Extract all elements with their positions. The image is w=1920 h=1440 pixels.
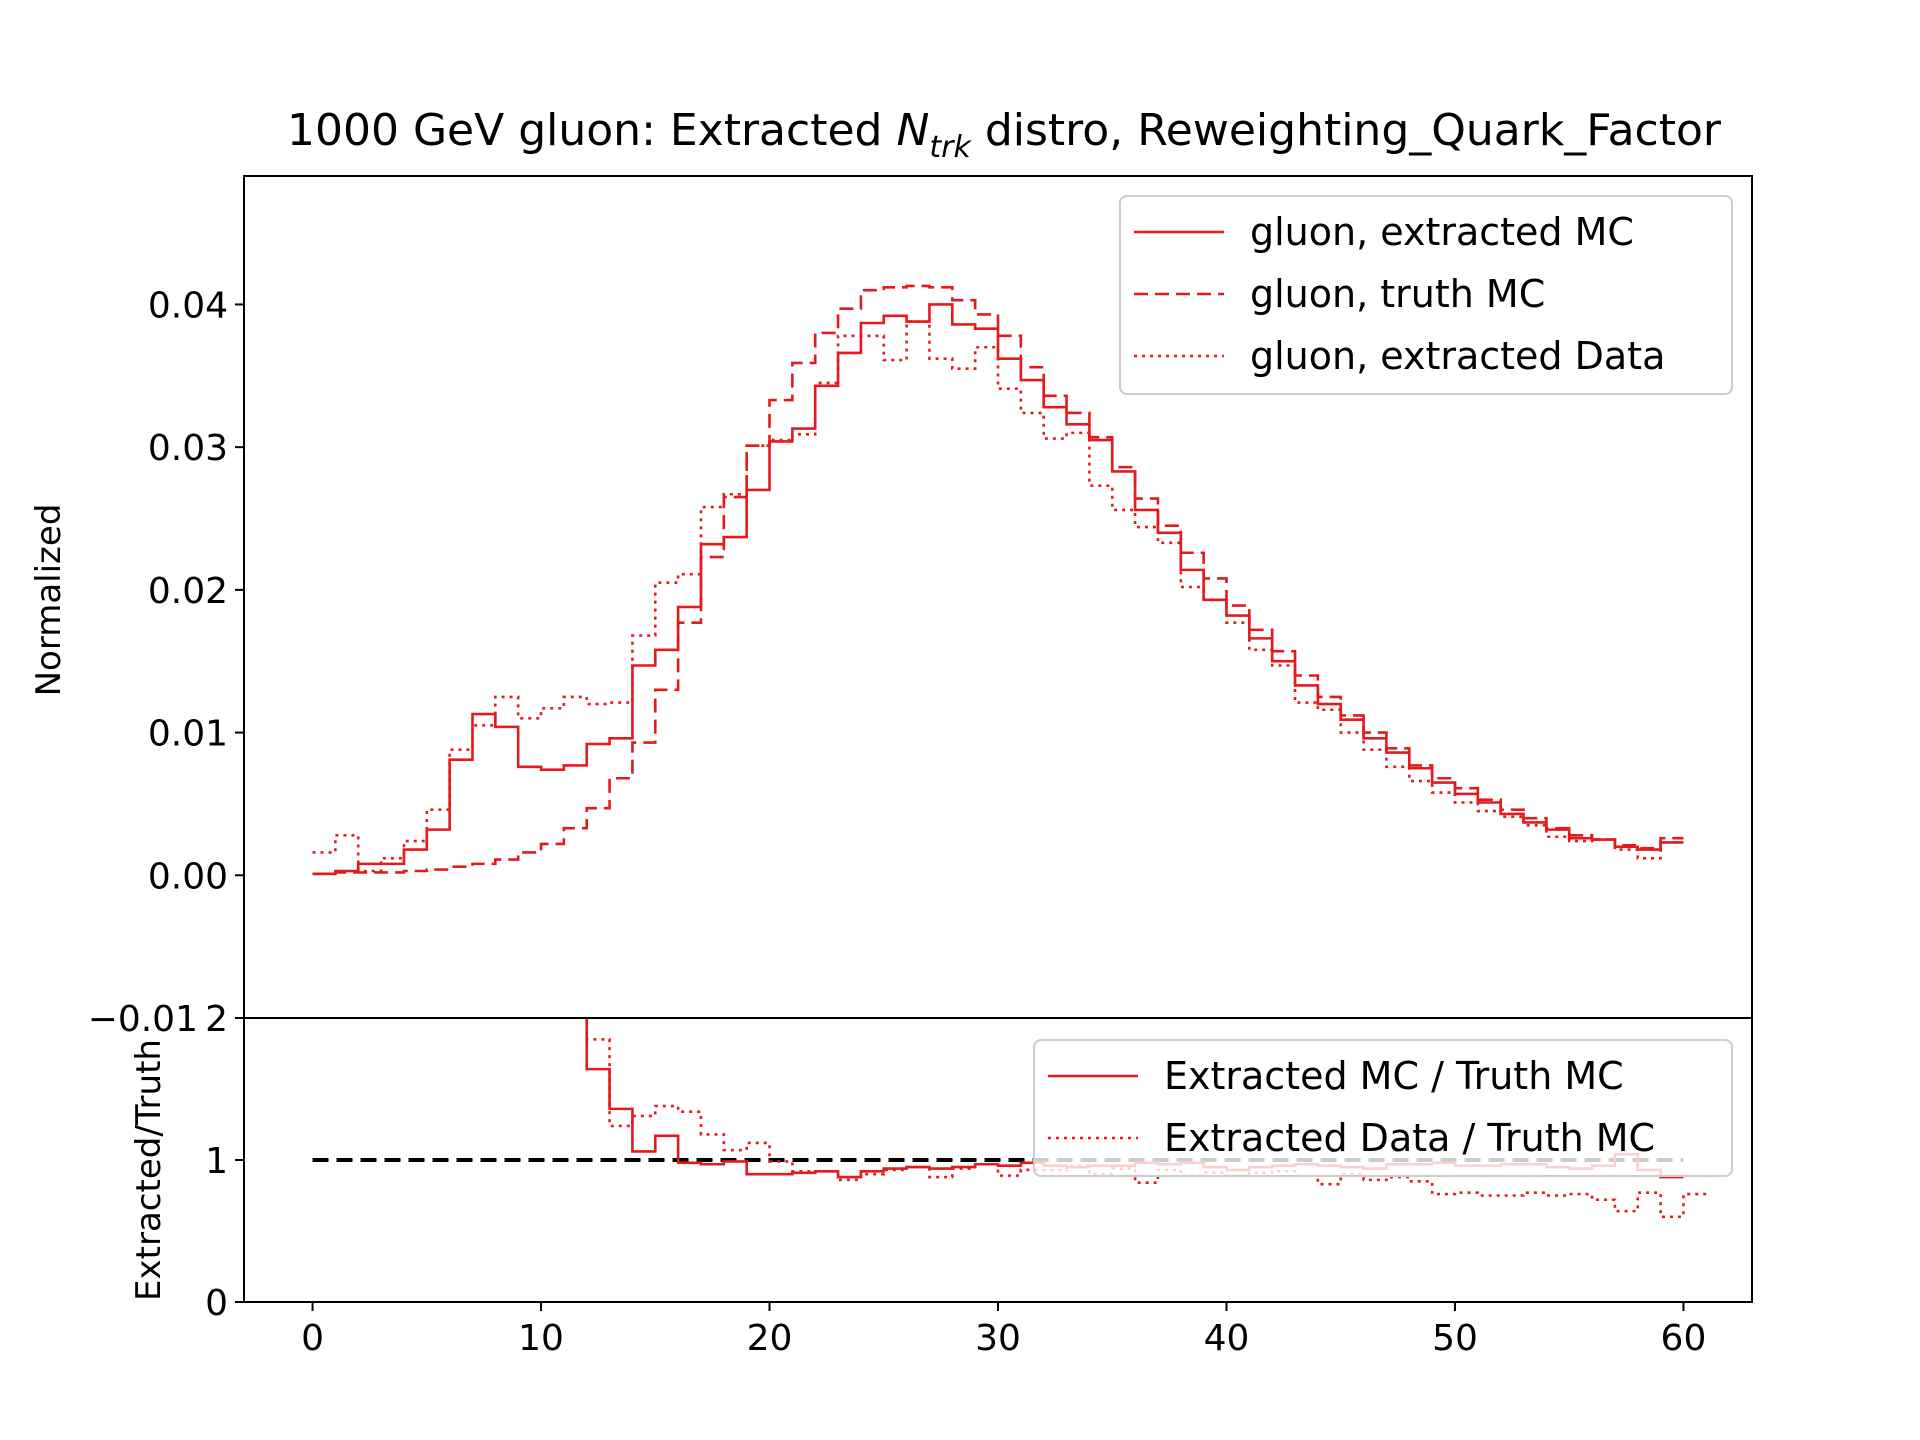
ratio-legend-label: Extracted MC / Truth MC (1164, 1054, 1624, 1098)
main-legend-label: gluon, extracted MC (1250, 210, 1634, 254)
main-legend-box (1119, 195, 1733, 395)
ratio-legend-box (1033, 1039, 1733, 1177)
ratio-ytick-label: 1 (205, 1141, 228, 1182)
ratio-series-2 (585, 1018, 1707, 1219)
main-legend: gluon, extracted MC gluon, truth MC gluon,… (1119, 195, 1733, 395)
main-panel: 0.00 0.01 0.02 0.03 0.04 −0.01 gluon, extracte… (88, 175, 1753, 1040)
ratio-xtick-label: 50 (1432, 1318, 1478, 1359)
main-ytick-label: 0.01 (148, 714, 228, 755)
main-legend-label: gluon, extracted Data (1250, 334, 1665, 378)
ratio-xtick-label: 30 (975, 1318, 1021, 1359)
ratio-xtick-label: 60 (1661, 1318, 1707, 1359)
main-ytick-label: 0.02 (148, 571, 228, 612)
chart-title: 1000 GeV gluon: Extracted Ntrk distro, R… (287, 105, 1722, 165)
ratio-ytick-label: 0 (205, 1283, 228, 1324)
main-series-2 (312, 284, 1684, 876)
ratio-xtick-label: 20 (747, 1318, 793, 1359)
ratio-y-axis-label: Extracted/Truth (129, 1039, 169, 1301)
main-ytick-label: 0.00 (148, 856, 228, 897)
ratio-ytick-label: 2 (205, 999, 228, 1040)
main-y-axis-label: Normalized (29, 504, 69, 697)
ratio-legend: Extracted MC / Truth MC Extracted Data / … (1033, 1039, 1733, 1177)
main-ytick-label: 0.04 (148, 285, 228, 326)
ratio-legend-label: Extracted Data / Truth MC (1164, 1116, 1655, 1160)
main-series-3 (312, 320, 1684, 873)
ratio-xtick-label: 0 (301, 1318, 324, 1359)
main-ytick-label: 0.03 (148, 428, 228, 469)
ratio-xtick-label: 40 (1204, 1318, 1250, 1359)
main-ytick-label-overlap: −0.01 (88, 999, 198, 1040)
main-legend-label: gluon, truth MC (1250, 272, 1545, 316)
ratio-xtick-label: 10 (518, 1318, 564, 1359)
